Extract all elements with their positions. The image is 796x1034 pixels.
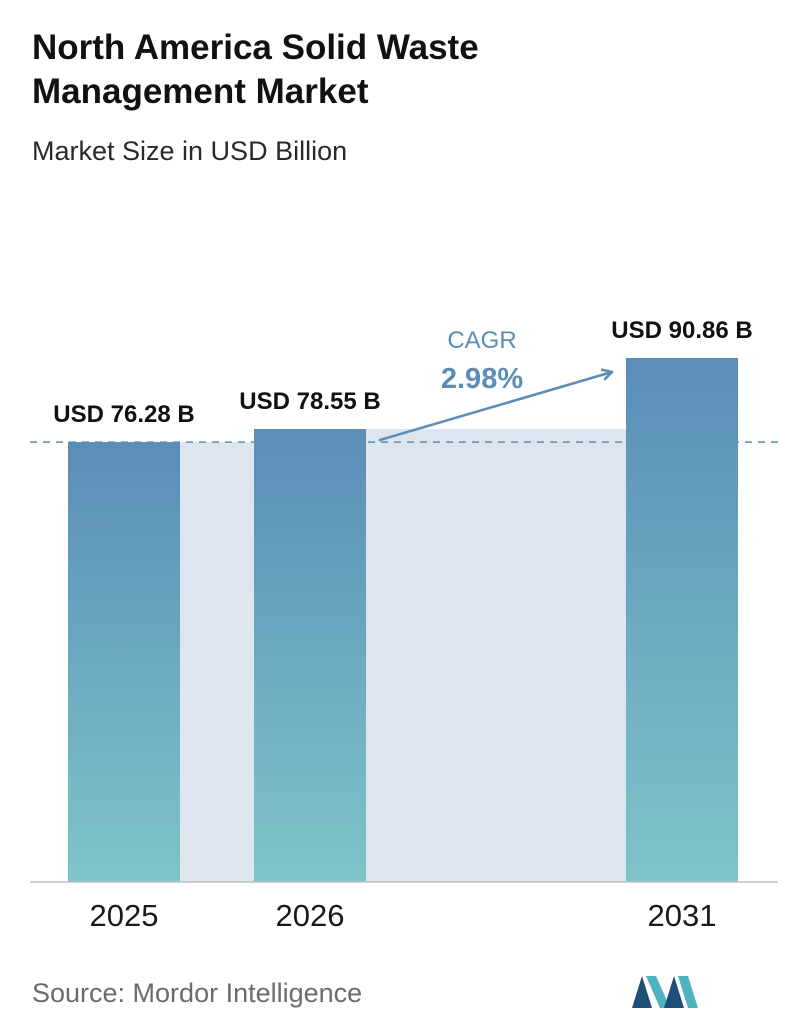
bar-2031 — [626, 358, 738, 882]
x-tick-label-2025: 2025 — [90, 898, 159, 933]
value-label-2025: USD 76.28 B — [53, 401, 194, 428]
bar-2025 — [68, 442, 180, 882]
background-band — [180, 442, 254, 882]
mordor-intelligence-logo-icon — [632, 976, 698, 1008]
bar-2026 — [254, 428, 366, 882]
x-tick-label-2031: 2031 — [648, 898, 717, 933]
chart-subtitle: Market Size in USD Billion — [32, 136, 348, 166]
cagr-value: 2.98% — [441, 363, 523, 395]
value-label-2031: USD 90.86 B — [611, 317, 752, 344]
source-text: Source: Mordor Intelligence — [32, 978, 363, 1008]
background-bands — [180, 428, 626, 882]
cagr-label: CAGR — [447, 327, 516, 354]
cagr-arrow — [378, 372, 614, 442]
value-label-2026: USD 78.55 B — [239, 388, 380, 415]
chart-title: North America Solid Waste Management Mar… — [32, 28, 479, 111]
background-band — [366, 428, 626, 882]
x-tick-label-2026: 2026 — [276, 898, 345, 933]
